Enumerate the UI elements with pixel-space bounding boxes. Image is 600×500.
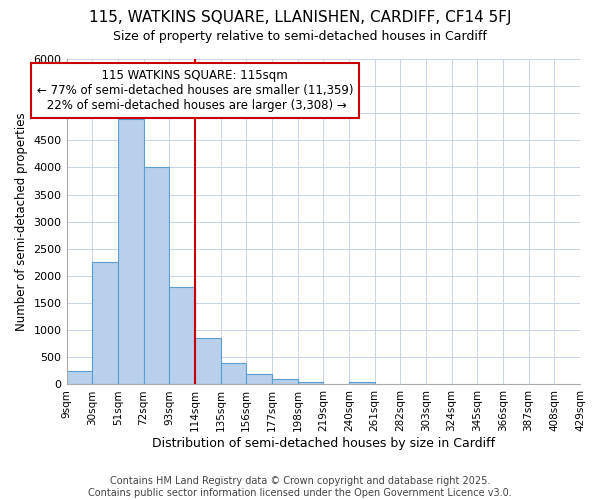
Bar [246,374,272,384]
Text: Contains HM Land Registry data © Crown copyright and database right 2025.
Contai: Contains HM Land Registry data © Crown c… [88,476,512,498]
Bar [195,338,221,384]
Text: 115 WATKINS SQUARE: 115sqm  
← 77% of semi-detached houses are smaller (11,359)
: 115 WATKINS SQUARE: 115sqm ← 77% of semi… [37,69,353,112]
X-axis label: Distribution of semi-detached houses by size in Cardiff: Distribution of semi-detached houses by … [152,437,495,450]
Bar [67,371,92,384]
Bar [143,168,169,384]
Bar [169,287,195,384]
Bar [92,262,118,384]
Y-axis label: Number of semi-detached properties: Number of semi-detached properties [15,112,28,331]
Text: Size of property relative to semi-detached houses in Cardiff: Size of property relative to semi-detach… [113,30,487,43]
Text: 115, WATKINS SQUARE, LLANISHEN, CARDIFF, CF14 5FJ: 115, WATKINS SQUARE, LLANISHEN, CARDIFF,… [89,10,511,25]
Bar [221,363,246,384]
Bar [298,382,323,384]
Bar [118,118,143,384]
Bar [272,379,298,384]
Bar [349,382,374,384]
